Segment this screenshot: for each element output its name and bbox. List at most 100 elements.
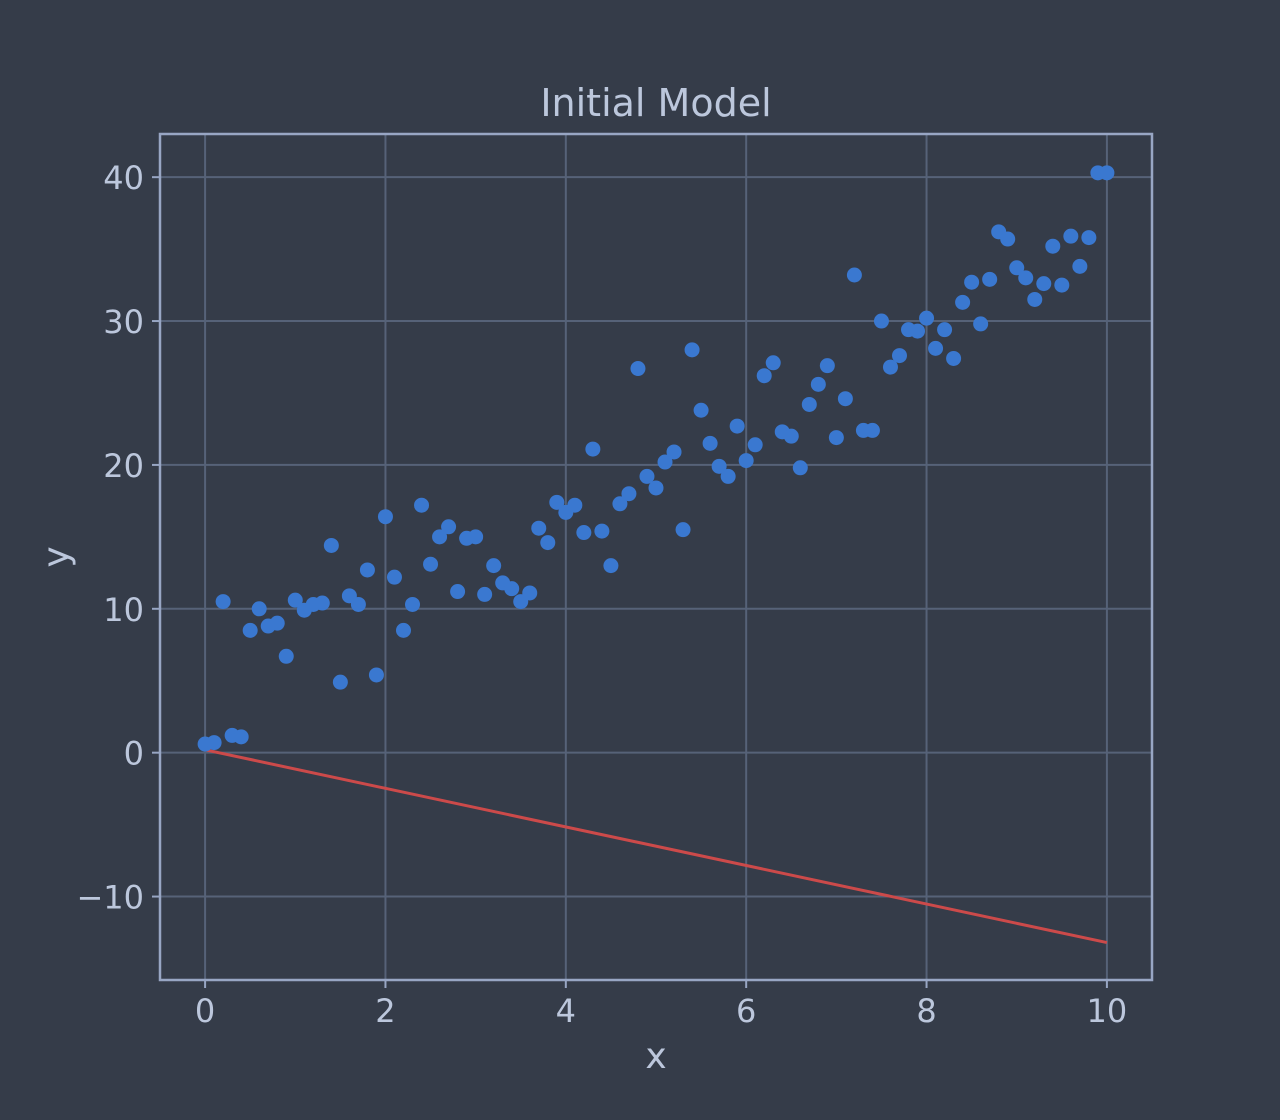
data-point <box>657 454 673 470</box>
data-point <box>910 323 926 339</box>
data-point <box>964 274 980 290</box>
chart-title: Initial Model <box>540 81 771 125</box>
data-point <box>423 556 439 572</box>
data-point <box>928 340 944 356</box>
data-point <box>747 437 763 453</box>
data-point <box>395 622 411 638</box>
x-tick-label: 8 <box>916 992 936 1030</box>
data-point <box>314 595 330 611</box>
data-point <box>621 486 637 502</box>
data-point <box>332 674 348 690</box>
x-tick-label: 6 <box>736 992 756 1030</box>
data-point <box>251 601 267 617</box>
data-point <box>468 529 484 545</box>
data-point <box>1018 270 1034 286</box>
data-point <box>269 615 285 631</box>
y-tick-label: −10 <box>76 879 144 917</box>
data-point <box>603 558 619 574</box>
data-point <box>323 537 339 553</box>
data-point <box>1081 230 1097 246</box>
data-point <box>1072 258 1088 274</box>
data-point <box>377 509 393 525</box>
data-point <box>937 322 953 338</box>
data-point <box>1054 277 1070 293</box>
data-point <box>765 355 781 371</box>
data-point <box>846 267 862 283</box>
data-point <box>639 468 655 484</box>
data-point <box>946 350 962 366</box>
data-point <box>675 522 691 538</box>
x-tick-label: 0 <box>195 992 215 1030</box>
x-axis-label: x <box>645 1036 666 1077</box>
data-point <box>729 418 745 434</box>
data-points <box>197 165 1115 752</box>
data-point <box>450 584 466 600</box>
plot-frame <box>158 132 1154 982</box>
data-point <box>405 596 421 612</box>
grid-lines <box>152 134 1152 988</box>
data-point <box>368 667 384 683</box>
data-point <box>242 622 258 638</box>
data-point <box>684 342 700 358</box>
data-point <box>486 558 502 574</box>
data-point <box>549 494 565 510</box>
y-tick-label: 10 <box>103 591 144 629</box>
data-point <box>567 497 583 513</box>
data-point <box>864 422 880 438</box>
data-point <box>711 458 727 474</box>
data-point <box>612 496 628 512</box>
y-tick-label: 30 <box>103 303 144 341</box>
data-point <box>973 316 989 332</box>
data-point <box>594 523 610 539</box>
y-axis-label: y <box>36 546 77 567</box>
data-point <box>215 594 231 610</box>
data-point <box>386 569 402 585</box>
data-point <box>955 294 971 310</box>
data-point <box>1036 276 1052 292</box>
x-tick-label: 4 <box>556 992 576 1030</box>
data-point <box>1000 231 1016 247</box>
model-line-layer <box>204 748 1108 945</box>
y-tick-label: 20 <box>103 447 144 485</box>
data-point <box>1099 165 1115 181</box>
data-point <box>648 480 664 496</box>
data-point <box>837 391 853 407</box>
data-point <box>1009 260 1025 276</box>
data-point <box>801 396 817 412</box>
data-point <box>1045 238 1061 254</box>
data-point <box>233 729 249 745</box>
data-point <box>287 592 303 608</box>
data-point <box>585 441 601 457</box>
data-point <box>522 585 538 601</box>
data-point <box>873 313 889 329</box>
data-point <box>206 735 222 751</box>
data-point <box>666 444 682 460</box>
data-point <box>504 581 520 597</box>
data-point <box>819 358 835 374</box>
data-point <box>792 460 808 476</box>
data-point <box>919 310 935 326</box>
data-point <box>720 468 736 484</box>
data-point <box>477 586 493 602</box>
data-point <box>756 368 772 384</box>
model-line <box>204 748 1108 945</box>
x-tick-label: 2 <box>375 992 395 1030</box>
data-point <box>982 271 998 287</box>
data-point <box>630 361 646 377</box>
x-tick-labels: 0 2 4 6 8 10 <box>195 992 1127 1030</box>
data-point <box>702 435 718 451</box>
data-point <box>278 648 294 664</box>
x-tick-label: 10 <box>1087 992 1128 1030</box>
data-point <box>1027 291 1043 307</box>
data-point <box>350 596 366 612</box>
data-point <box>810 376 826 392</box>
data-point <box>882 359 898 375</box>
data-point <box>414 497 430 513</box>
data-point <box>1063 228 1079 244</box>
y-tick-label: 0 <box>124 735 144 773</box>
data-point <box>432 529 448 545</box>
data-point <box>531 520 547 536</box>
y-tick-labels: −10 0 10 20 30 40 <box>76 159 144 916</box>
